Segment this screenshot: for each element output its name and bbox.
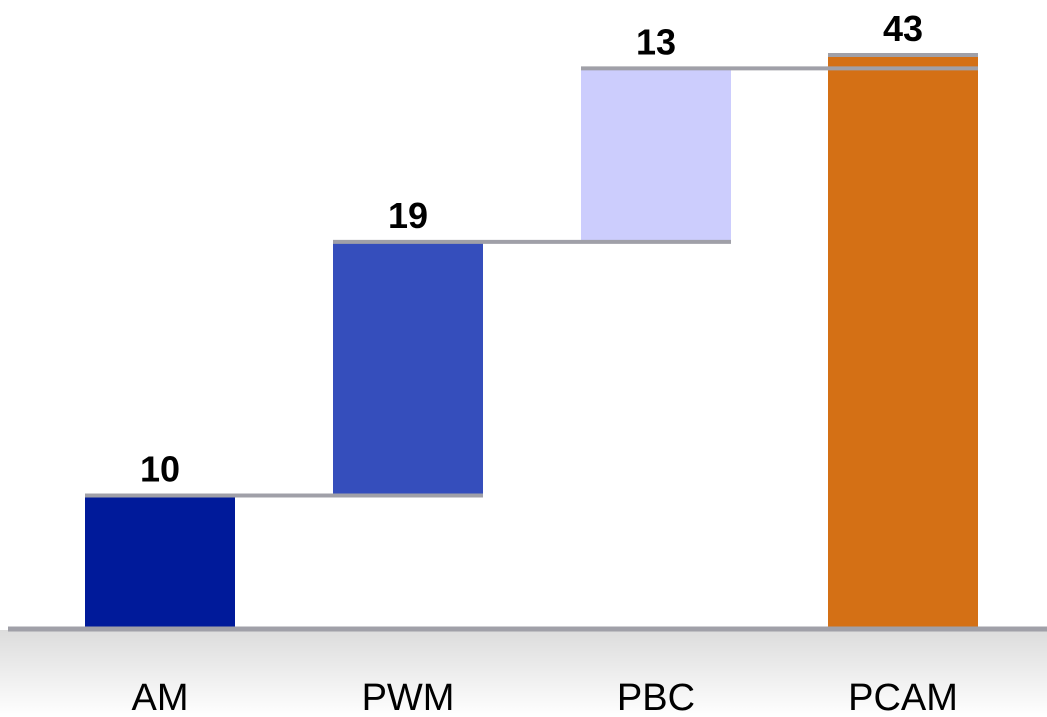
- data-labels-group: 10 19 13 43: [140, 8, 923, 490]
- connectors-group: [85, 53, 978, 498]
- category-band: [0, 630, 1047, 717]
- tick-label-pcam: PCAM: [848, 677, 958, 717]
- tick-label-pwm: PWM: [362, 677, 455, 717]
- data-label-pwm: 19: [388, 195, 428, 236]
- tick-label-am: AM: [132, 677, 189, 717]
- data-label-am: 10: [140, 449, 180, 490]
- data-label-pbc: 13: [636, 21, 676, 62]
- bar-pbc: [581, 68, 731, 242]
- data-label-pcam: 43: [883, 8, 923, 49]
- tick-labels-group: AM PWM PBC PCAM: [132, 677, 958, 717]
- bar-pcam: [828, 55, 978, 629]
- tick-label-pbc: PBC: [617, 677, 695, 717]
- bar-pwm: [333, 241, 483, 496]
- bars-group: [85, 55, 978, 629]
- bar-am: [85, 495, 235, 629]
